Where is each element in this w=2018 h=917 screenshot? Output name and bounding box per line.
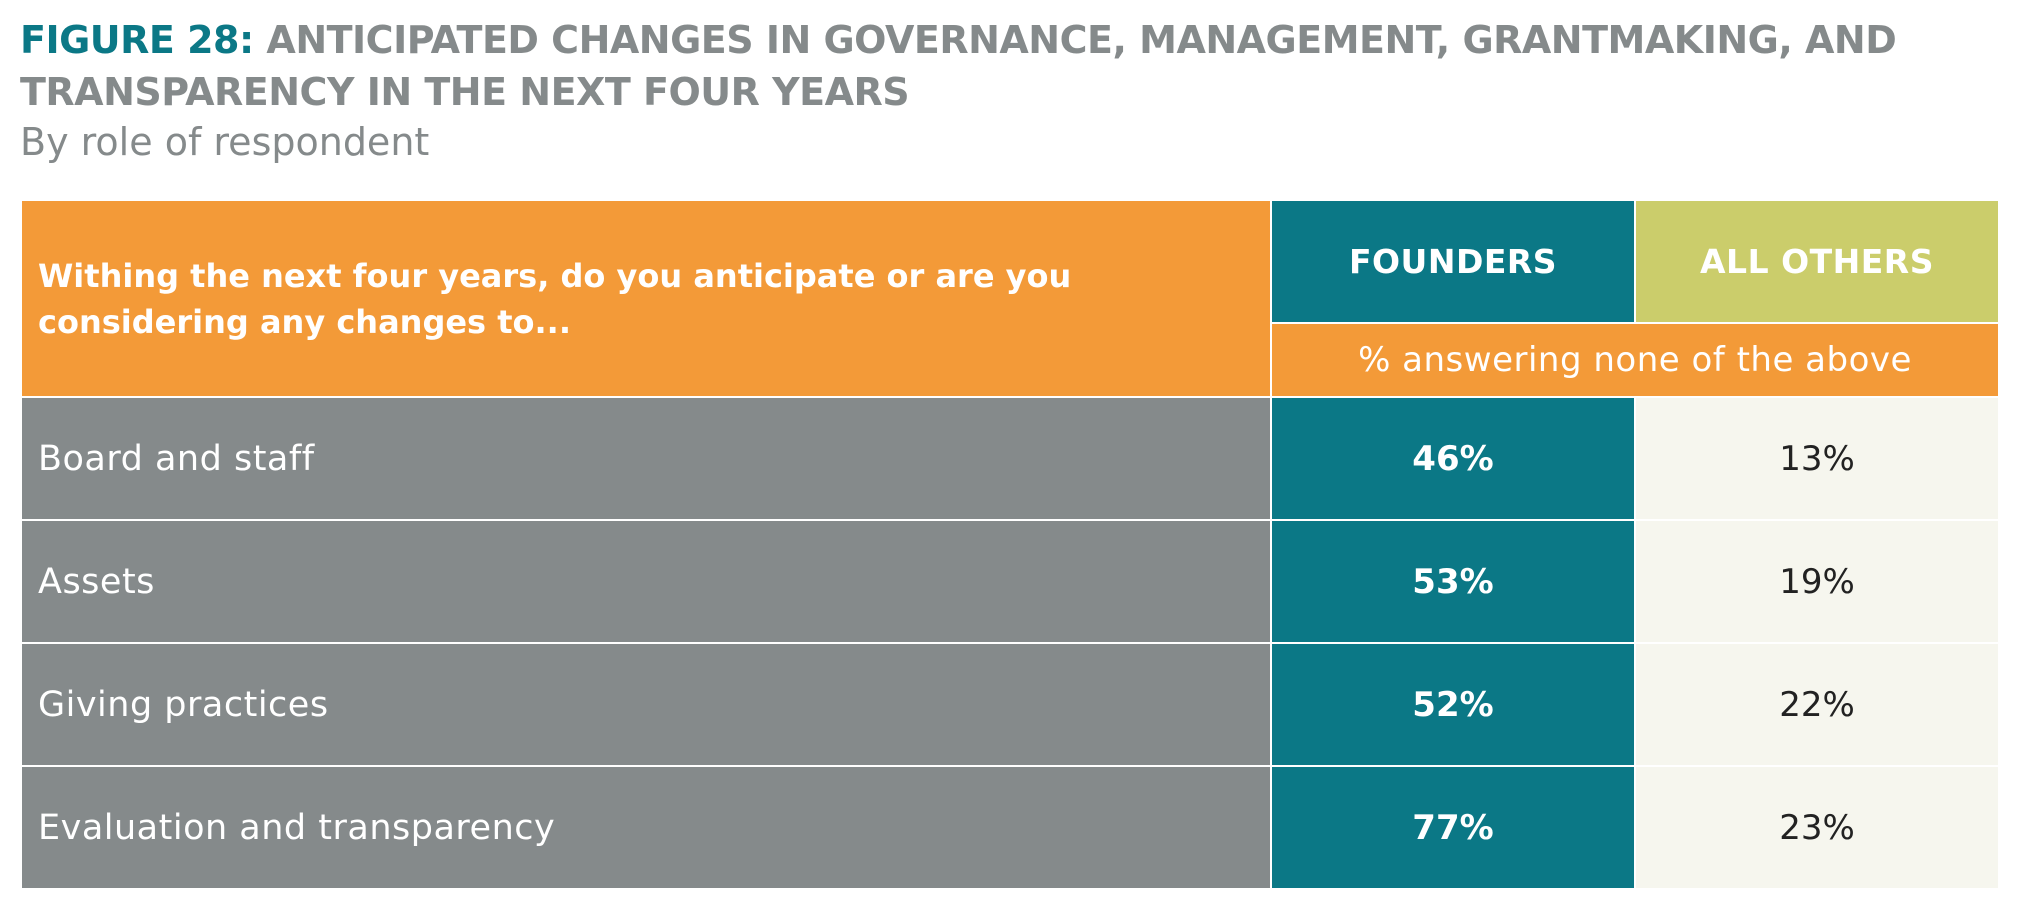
- row-label: Evaluation and transparency: [20, 765, 1272, 890]
- table-row: Board and staff 46% 13%: [20, 396, 2000, 521]
- figure-subtitle: By role of respondent: [20, 120, 430, 164]
- results-table: Withing the next four years, do you anti…: [20, 199, 2000, 890]
- all-others-value: 19%: [1634, 519, 2000, 644]
- question-header: Withing the next four years, do you anti…: [20, 199, 1272, 398]
- table-row: Assets 53% 19%: [20, 519, 2000, 644]
- founders-value: 77%: [1270, 765, 1636, 890]
- figure-title-text: ANTICIPATED CHANGES IN GOVERNANCE, MANAG…: [20, 18, 1897, 114]
- header-row: Withing the next four years, do you anti…: [20, 199, 2000, 398]
- founders-value: 53%: [1270, 519, 1636, 644]
- figure-title: FIGURE 28: ANTICIPATED CHANGES IN GOVERN…: [20, 14, 2000, 118]
- founders-value: 46%: [1270, 396, 1636, 521]
- column-header-founders: FOUNDERS: [1270, 199, 1636, 324]
- column-header-all-others: ALL OTHERS: [1634, 199, 2000, 324]
- measure-label: % answering none of the above: [1270, 322, 2000, 398]
- table-row: Giving practices 52% 22%: [20, 642, 2000, 767]
- table-row: Evaluation and transparency 77% 23%: [20, 765, 2000, 890]
- all-others-value: 22%: [1634, 642, 2000, 767]
- figure-header: FIGURE 28: ANTICIPATED CHANGES IN GOVERN…: [20, 14, 2000, 166]
- row-label: Board and staff: [20, 396, 1272, 521]
- row-label: Assets: [20, 519, 1272, 644]
- figure-label: FIGURE 28:: [20, 18, 254, 62]
- measure-row: % answering none of the above: [21, 322, 2000, 398]
- all-others-value: 13%: [1634, 396, 2000, 521]
- all-others-value: 23%: [1634, 765, 2000, 890]
- row-label: Giving practices: [20, 642, 1272, 767]
- founders-value: 52%: [1270, 642, 1636, 767]
